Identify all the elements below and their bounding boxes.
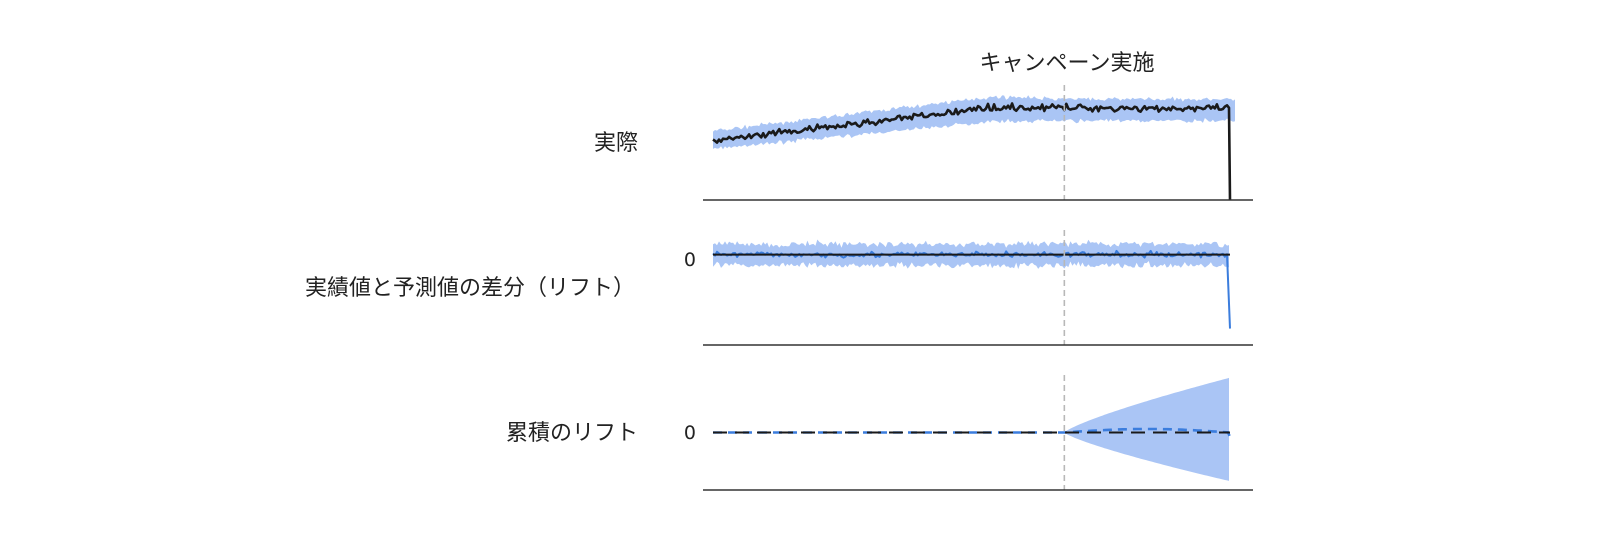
panel-0-actual-line <box>712 102 1232 201</box>
panel-cumulative-label: 累積のリフト <box>506 421 638 446</box>
panel-actual <box>703 85 1253 201</box>
panel-pointwise-zero-label: 0 <box>684 249 696 271</box>
panel-cumulative <box>703 375 1253 491</box>
intervention-annotation: キャンペーン実施 <box>980 51 1155 76</box>
panel-0-interval-band <box>713 95 1235 150</box>
panel-2-interval-band <box>1064 377 1229 481</box>
panel-2-cumulative-line <box>713 427 1232 438</box>
panel-cumulative-zero-label: 0 <box>684 422 696 444</box>
panel-pointwise-label: 実績値と予測値の差分（リフト） <box>305 276 635 301</box>
panel-actual-label: 実際 <box>594 131 638 156</box>
panel-pointwise <box>703 230 1253 346</box>
